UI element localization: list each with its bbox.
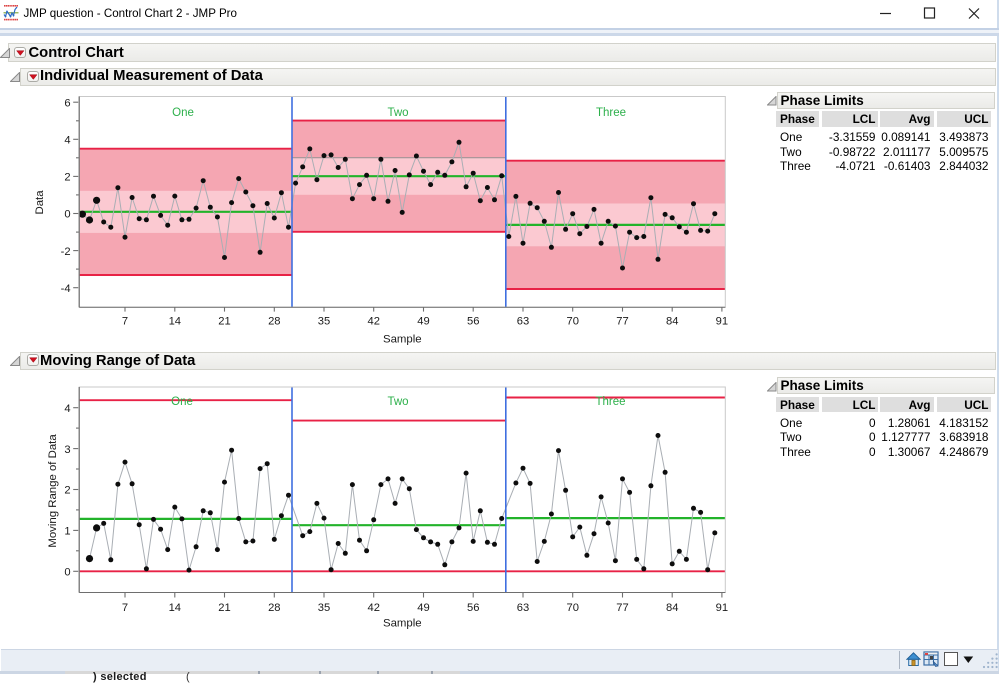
svg-text:56: 56 <box>467 602 479 614</box>
svg-text:84: 84 <box>666 602 678 614</box>
svg-text:49: 49 <box>417 315 429 327</box>
svg-text:42: 42 <box>367 315 379 327</box>
svg-text:91: 91 <box>716 315 728 327</box>
svg-text:Moving Range of Data: Moving Range of Data <box>47 434 59 548</box>
svg-text:Three: Three <box>596 107 626 119</box>
svg-text:77: 77 <box>616 315 628 327</box>
svg-text:91: 91 <box>716 602 728 614</box>
svg-text:Two: Two <box>387 396 408 408</box>
svg-text:14: 14 <box>169 315 181 327</box>
svg-text:6: 6 <box>64 97 70 109</box>
svg-text:70: 70 <box>566 602 578 614</box>
svg-text:Three: Three <box>595 396 625 408</box>
svg-text:-2: -2 <box>61 246 71 258</box>
svg-text:Sample: Sample <box>383 334 422 346</box>
svg-text:77: 77 <box>616 602 628 614</box>
svg-text:1: 1 <box>64 526 70 538</box>
svg-text:70: 70 <box>566 315 578 327</box>
svg-text:21: 21 <box>218 315 230 327</box>
svg-text:21: 21 <box>218 602 230 614</box>
svg-text:0: 0 <box>64 567 70 579</box>
svg-text:0: 0 <box>64 209 70 221</box>
svg-text:One: One <box>171 396 193 408</box>
svg-text:3: 3 <box>64 444 70 456</box>
svg-text:Sample: Sample <box>383 618 422 630</box>
svg-text:49: 49 <box>417 602 429 614</box>
svg-text:Data: Data <box>34 190 46 215</box>
svg-text:84: 84 <box>666 315 678 327</box>
svg-text:Two: Two <box>387 107 408 119</box>
svg-text:-4: -4 <box>61 283 71 295</box>
svg-text:42: 42 <box>367 602 379 614</box>
svg-text:4: 4 <box>64 403 70 415</box>
svg-text:28: 28 <box>268 602 280 614</box>
svg-text:7: 7 <box>122 315 128 327</box>
svg-text:35: 35 <box>318 602 330 614</box>
svg-text:63: 63 <box>517 315 529 327</box>
svg-text:63: 63 <box>517 602 529 614</box>
svg-text:14: 14 <box>169 602 181 614</box>
svg-text:2: 2 <box>64 172 70 184</box>
svg-text:One: One <box>172 107 194 119</box>
svg-text:7: 7 <box>122 602 128 614</box>
svg-text:4: 4 <box>64 135 70 147</box>
svg-text:28: 28 <box>268 315 280 327</box>
svg-text:56: 56 <box>467 315 479 327</box>
svg-text:2: 2 <box>64 485 70 497</box>
svg-text:35: 35 <box>318 315 330 327</box>
